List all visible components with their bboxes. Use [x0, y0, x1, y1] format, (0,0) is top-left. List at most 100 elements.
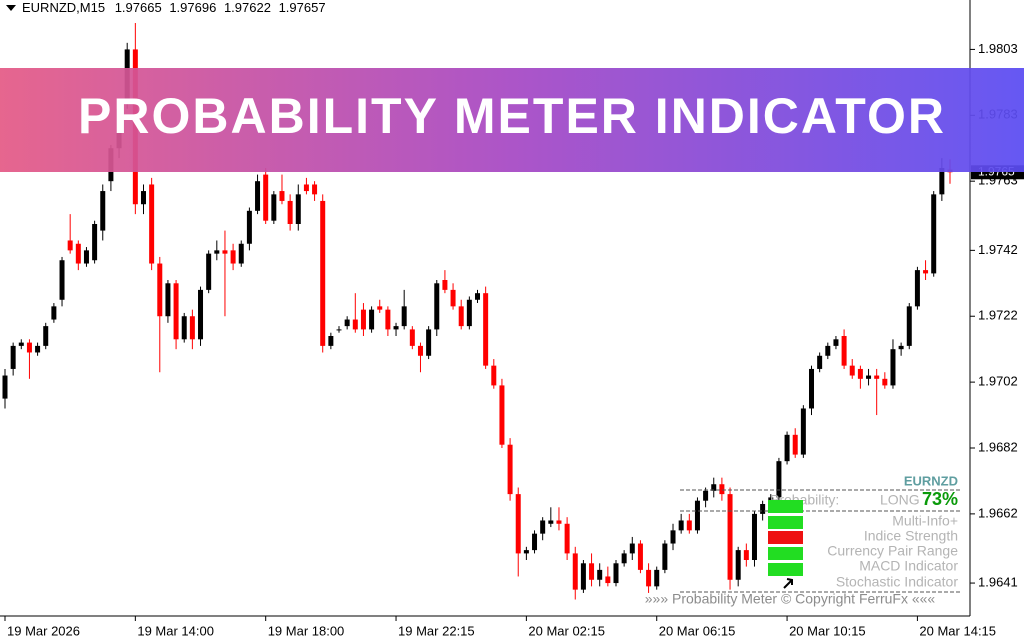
candle-body [75, 243, 81, 264]
y-tick-label: 1.9803 [978, 41, 1018, 56]
candle-body [597, 569, 603, 580]
open-price: 1.97665 [115, 0, 162, 15]
candle-body [442, 280, 448, 290]
row-label: Indice Strength [864, 528, 958, 544]
candle-body [776, 461, 782, 498]
candle-body [703, 490, 709, 501]
candle-body [890, 349, 896, 386]
y-tick-label: 1.9682 [978, 439, 1018, 454]
candle-body [629, 543, 635, 554]
candle-body [841, 336, 847, 366]
banner-title: PROBABILITY METER INDICATOR [78, 88, 946, 144]
candle-body [189, 316, 195, 340]
candle-body [100, 191, 106, 231]
candle-body [279, 191, 285, 201]
candle-body [10, 345, 16, 369]
candle-body [92, 224, 98, 261]
candle-body [320, 200, 326, 346]
x-tick-label: 20 Mar 10:15 [789, 623, 866, 638]
banner [0, 68, 1024, 172]
candle-body [564, 523, 570, 554]
candle-body [475, 293, 480, 300]
candle-body [898, 345, 904, 350]
candle-body [874, 375, 880, 379]
candle-body [271, 194, 277, 221]
candle-body [556, 520, 562, 524]
candle-body [344, 319, 350, 327]
candle-body [157, 263, 163, 317]
candle-body [263, 174, 269, 221]
candle-body [613, 563, 619, 584]
candle-body [589, 563, 595, 580]
y-tick-label: 1.9641 [978, 574, 1018, 589]
candle-body [540, 520, 546, 534]
x-tick-label: 20 Mar 14:15 [919, 623, 996, 638]
candle-body [401, 306, 407, 327]
x-tick-label: 19 Mar 18:00 [268, 623, 345, 638]
candle-body [906, 306, 912, 346]
meter-block [768, 531, 803, 544]
candle-body [833, 339, 839, 346]
footer: »»» Probability Meter © Copyright FerruF… [645, 591, 936, 607]
row-label: Multi-Info+ [892, 513, 958, 529]
x-tick-label: 19 Mar 22:15 [398, 623, 475, 638]
direction: LONG [880, 492, 920, 508]
candle-body [857, 368, 863, 379]
candle-body [51, 306, 57, 320]
candle-body [206, 253, 212, 290]
candle-body [458, 306, 464, 327]
candle-body [914, 270, 920, 307]
meter-block [768, 547, 803, 560]
candle-body [866, 375, 872, 379]
candle-body [393, 326, 399, 330]
menu-arrow[interactable] [6, 5, 16, 11]
row-label: Stochastic Indicator [836, 574, 959, 590]
candle-body [214, 250, 220, 254]
candle-body [140, 191, 146, 205]
high-price: 1.97696 [169, 0, 216, 15]
candle-body [727, 494, 733, 580]
candle-body [515, 494, 521, 554]
candle-body [678, 520, 684, 531]
trend-arrow [783, 578, 793, 589]
candle-body [43, 326, 49, 346]
candle-body [523, 550, 529, 554]
candle-body [328, 336, 334, 346]
candle-body [817, 355, 823, 369]
candle-body [735, 550, 741, 580]
candle-body [35, 345, 41, 353]
row-label: Currency Pair Range [827, 543, 958, 559]
probability-meter: EURNZD Probability: LONG 73% Multi-Info+… [645, 473, 960, 607]
candle-body [548, 520, 554, 524]
low-price: 1.97622 [224, 0, 271, 15]
candle-body [450, 289, 456, 307]
candle-body [312, 184, 318, 195]
candle-body [507, 444, 513, 495]
candle-body [287, 200, 293, 224]
candle-body [751, 513, 757, 560]
candle-body [149, 184, 155, 264]
probability: 73% [922, 489, 958, 509]
candle-body [352, 319, 358, 330]
y-tick-label: 1.9702 [978, 374, 1018, 389]
candle-body [792, 434, 798, 455]
meter-block [768, 563, 803, 576]
candle-body [26, 342, 32, 353]
candle-body [198, 289, 204, 340]
pair: EURNZD [904, 473, 958, 488]
symbol: EURNZD,M15 [22, 0, 105, 15]
candle-body [165, 283, 171, 317]
candle-body [719, 484, 725, 495]
candle-body [417, 345, 423, 356]
candle-body [694, 500, 700, 531]
candle-body [434, 283, 440, 330]
x-tick-label: 19 Mar 2026 [7, 623, 80, 638]
candle-body [409, 329, 415, 346]
candle-body [181, 316, 187, 340]
candle-body [377, 306, 383, 310]
x-tick-label: 20 Mar 06:15 [659, 623, 736, 638]
candle-body [923, 270, 929, 274]
candle-body [483, 293, 489, 366]
candle-body [931, 194, 937, 274]
candle-body [59, 260, 65, 300]
